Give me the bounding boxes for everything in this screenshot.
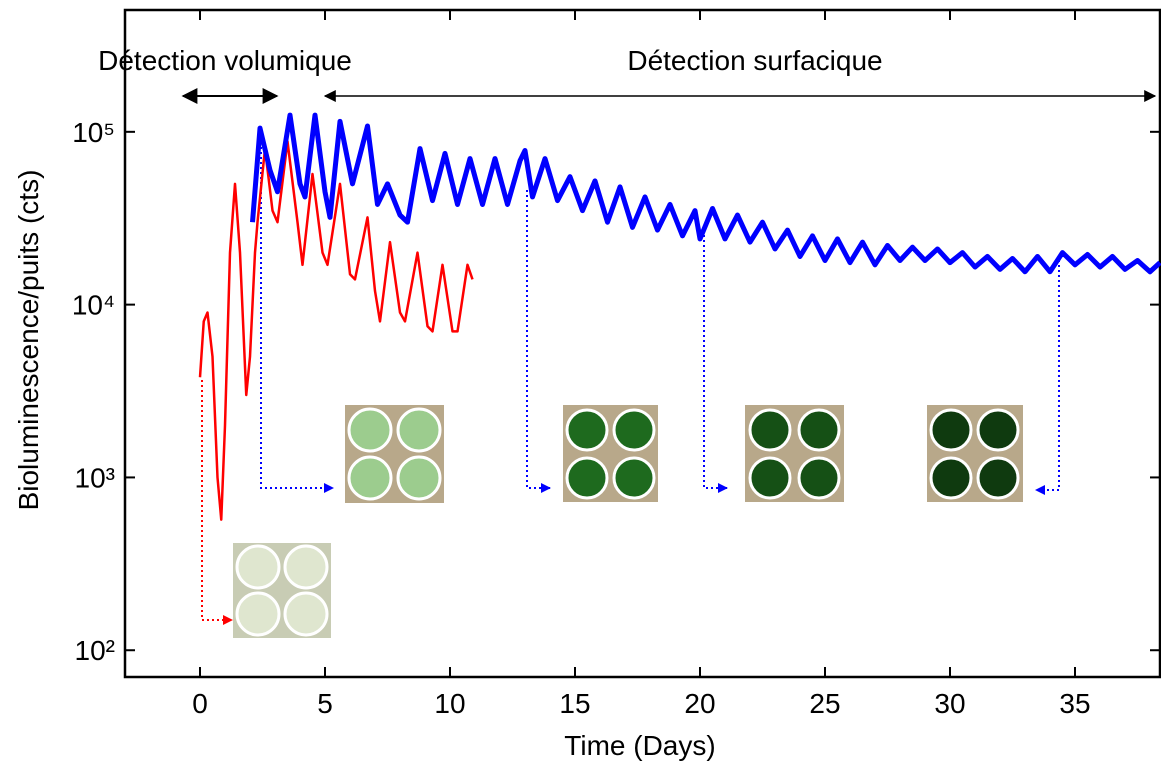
- photo-insets: [201, 132, 1060, 638]
- series-line: [198, 140, 474, 521]
- y-tick-label: 10³: [75, 462, 115, 493]
- annotation: Détection volumique: [98, 45, 352, 76]
- x-tick-label: 10: [434, 688, 465, 719]
- x-tick-label: 25: [809, 688, 840, 719]
- y-tick-label: 10²: [75, 635, 115, 666]
- y-axis-label: Bioluminescence/puits (cts): [13, 170, 44, 511]
- series-line: [250, 112, 1161, 275]
- x-tick-label: 35: [1059, 688, 1090, 719]
- annotation: Détection surfacique: [627, 45, 882, 76]
- x-tick-label: 0: [192, 688, 208, 719]
- y-tick-label: 10⁵: [72, 117, 115, 148]
- plot-frame: [123, 8, 1161, 679]
- x-tick-label: 5: [317, 688, 333, 719]
- x-tick-label: 15: [559, 688, 590, 719]
- y-tick-label: 10⁴: [72, 290, 115, 321]
- x-tick-label: 30: [934, 688, 965, 719]
- x-tick-label: 20: [684, 688, 715, 719]
- x-axis-label: Time (Days): [564, 730, 715, 761]
